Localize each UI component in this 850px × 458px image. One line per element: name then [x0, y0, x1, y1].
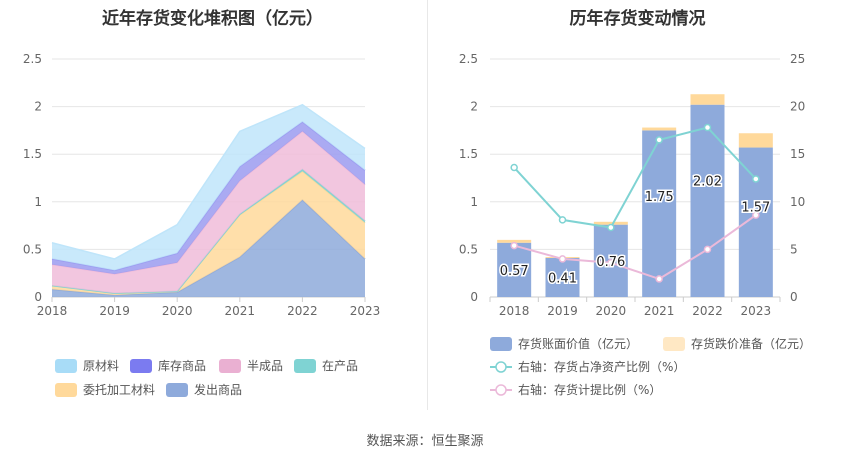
- line-point: [607, 223, 615, 232]
- x-tick-label: 2023: [350, 304, 381, 318]
- line-point: [510, 163, 518, 172]
- x-tick-label: 2021: [225, 304, 256, 318]
- bar-impairment-provision: [593, 221, 628, 225]
- line-右轴：存货占净资产比例（%）: [513, 126, 757, 229]
- area-edge-原材料: [51, 103, 366, 260]
- bar-inventory-value: [497, 242, 532, 297]
- y-tick-label: 1: [34, 195, 42, 209]
- x-tick-label: 2022: [692, 304, 723, 318]
- x-tick-label: 2019: [547, 304, 578, 318]
- legend-label: 在产品: [322, 359, 358, 373]
- y-tick-label: 0.5: [459, 242, 478, 256]
- legend-swatch: [219, 359, 241, 373]
- stacked-area-chart: 0 0.5 1 1.5 2 2.5 2018 2019 2020 2021 2022 2023 原材料 库…: [23, 52, 381, 397]
- line-右轴：存货计提比例（%）: [513, 214, 757, 281]
- bar-inventory-value: [738, 147, 773, 297]
- bar-value-label: 2.02: [693, 175, 722, 190]
- x-tick-label: 2019: [99, 304, 130, 318]
- legend-swatch: [166, 383, 188, 397]
- x-tick-label: 2023: [741, 304, 772, 318]
- bar-value-label: 0.57: [500, 264, 529, 279]
- line-point: [703, 245, 712, 254]
- bar-impairment-provision: [642, 127, 677, 131]
- bar-inventory-value: [545, 257, 580, 297]
- line-point: [655, 136, 663, 144]
- y-right-tick-label: 0: [790, 290, 798, 304]
- area-委托加工材料: [52, 171, 365, 296]
- legend-label: 存货跌价准备（亿元）: [691, 336, 811, 351]
- legend-swatch: [55, 359, 77, 373]
- line-point: [703, 123, 712, 132]
- bar-value-label: 0.76: [596, 255, 625, 270]
- y-tick-label: 1.5: [23, 147, 42, 161]
- y-tick-label: 0.5: [23, 242, 42, 256]
- y-right-tick-label: 20: [790, 100, 805, 114]
- line-point: [558, 216, 567, 224]
- x-tick-label: 2020: [162, 304, 193, 318]
- legend-swatch: [294, 359, 316, 373]
- y-tick-label: 2.5: [23, 52, 42, 66]
- legend-label: 存货账面价值（亿元）: [518, 336, 638, 351]
- y-right-tick-label: 10: [790, 195, 805, 209]
- bar-inventory-value: [642, 130, 677, 297]
- legend-swatch: [490, 337, 512, 351]
- line-point: [607, 258, 615, 267]
- x-tick-label: 2018: [499, 304, 530, 318]
- legend-swatch: [130, 359, 152, 373]
- area-半成品: [52, 131, 365, 294]
- bar-value-label: 0.41: [548, 271, 577, 286]
- legend-label: 右轴：存货计提比例（%）: [518, 382, 661, 397]
- bar-impairment-provision: [690, 94, 725, 105]
- y-tick-label: 2.5: [459, 52, 478, 66]
- legend-label: 委托加工材料: [83, 383, 155, 397]
- y-tick-label: 1: [470, 195, 478, 209]
- y-tick-label: 2: [470, 100, 478, 114]
- bar-value-label: 1.75: [645, 190, 674, 205]
- bar-value-label: 1.57: [741, 200, 770, 215]
- line-point: [655, 275, 663, 283]
- line-point: [752, 211, 760, 219]
- legend-label: 右轴：存货占净资产比例（%）: [518, 359, 685, 374]
- bar-impairment-provision: [738, 133, 773, 148]
- panel-divider: [427, 0, 428, 410]
- legend-swatch: [55, 383, 77, 397]
- bar-inventory-value: [690, 104, 725, 297]
- x-tick-label: 2022: [287, 304, 318, 318]
- x-tick-label: 2021: [644, 304, 675, 318]
- line-point: [558, 255, 567, 263]
- area-发出商品: [52, 199, 365, 297]
- bar-impairment-provision: [545, 257, 580, 258]
- y-right-tick-label: 15: [790, 147, 805, 161]
- x-tick-label: 2018: [37, 304, 68, 318]
- legend-label: 原材料: [83, 359, 119, 373]
- right-chart-title: 历年存货变动情况: [569, 9, 706, 29]
- legend-label: 库存商品: [158, 358, 206, 373]
- legend-label: 半成品: [247, 359, 283, 373]
- y-right-tick-label: 5: [790, 242, 798, 256]
- y-tick-label: 1.5: [459, 147, 478, 161]
- line-point: [510, 241, 518, 250]
- legend-label: 发出商品: [194, 382, 242, 397]
- y-tick-label: 2: [34, 100, 42, 114]
- y-right-tick-label: 25: [790, 52, 805, 66]
- data-source: 数据来源：恒生聚源: [366, 434, 484, 449]
- line-point: [752, 175, 760, 183]
- left-chart-title: 近年存货变化堆积图（亿元）: [102, 9, 323, 29]
- x-tick-label: 2020: [596, 304, 627, 318]
- legend-marker: [495, 361, 507, 373]
- y-tick-label: 0: [470, 290, 478, 304]
- legend-swatch: [663, 337, 685, 351]
- bar-inventory-value: [593, 224, 628, 297]
- area-原材料: [52, 104, 365, 271]
- legend-marker: [495, 384, 507, 396]
- bar-impairment-provision: [497, 239, 532, 243]
- y-tick-label: 0: [34, 290, 42, 304]
